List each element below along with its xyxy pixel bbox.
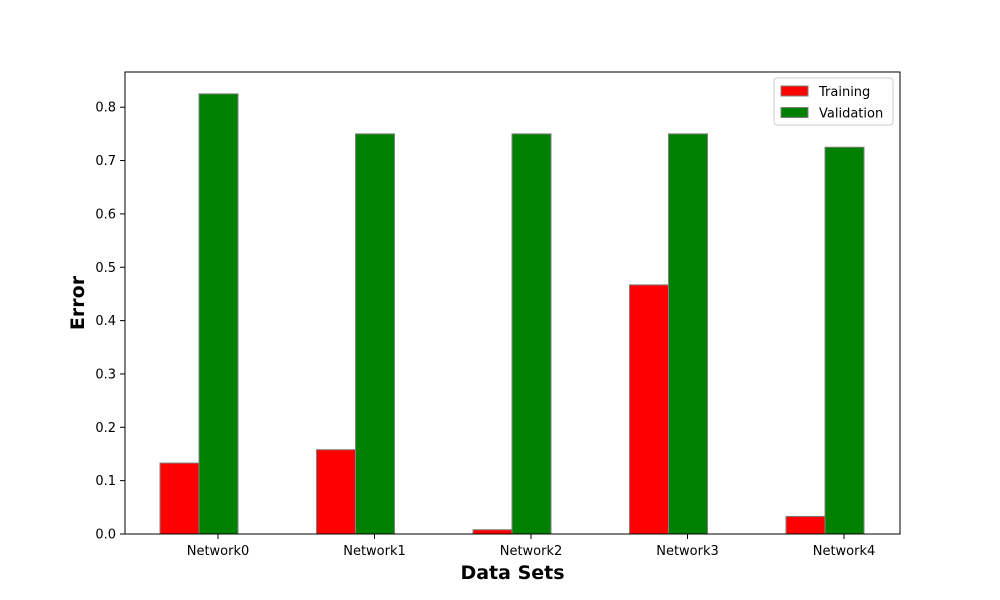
bar-training-network0 [159,462,200,535]
y-tick-label: 0.4 [95,314,116,329]
x-tick-label: Network4 [813,544,876,559]
y-tick-label: 0.0 [95,528,116,543]
x-tick-label: Network2 [500,544,563,559]
y-tick-label: 0.6 [95,207,116,222]
x-tick-label: Network3 [656,544,719,559]
legend-label-validation: Validation [819,107,883,122]
bar-training-network1 [316,449,356,535]
y-tick-label: 0.2 [95,421,116,436]
bar-validation-network1 [355,133,395,535]
plot-area-frame [124,71,901,535]
y-tick-label: 0.3 [95,367,116,382]
x-axis: Network0 Network1 Network2 Network3 Network4 [187,534,876,559]
bar-training-network2 [472,529,513,535]
bar-training-network3 [629,284,669,535]
y-axis-label: Error [67,275,89,330]
bars-layer [159,93,865,535]
bar-validation-network3 [668,133,708,535]
x-axis-label: Data Sets [460,562,564,584]
bar-validation-network0 [198,93,239,535]
legend: Training Validation [773,77,894,126]
legend-swatch-validation [780,107,809,118]
y-tick-label: 0.7 [95,154,116,169]
y-tick-label: 0.5 [95,261,116,276]
bar-training-network4 [785,515,826,535]
legend-label-training: Training [818,85,870,100]
bar-validation-network2 [511,133,552,535]
legend-swatch-training [780,85,809,97]
bar-validation-network4 [824,146,865,535]
y-tick-label: 0.1 [95,474,116,489]
y-axis: 0.0 0.1 0.2 0.3 0.4 0.5 0.6 0.7 0.8 [95,101,125,543]
x-tick-label: Network1 [343,544,406,559]
x-tick-label: Network0 [187,544,250,559]
y-tick-label: 0.8 [95,101,116,116]
